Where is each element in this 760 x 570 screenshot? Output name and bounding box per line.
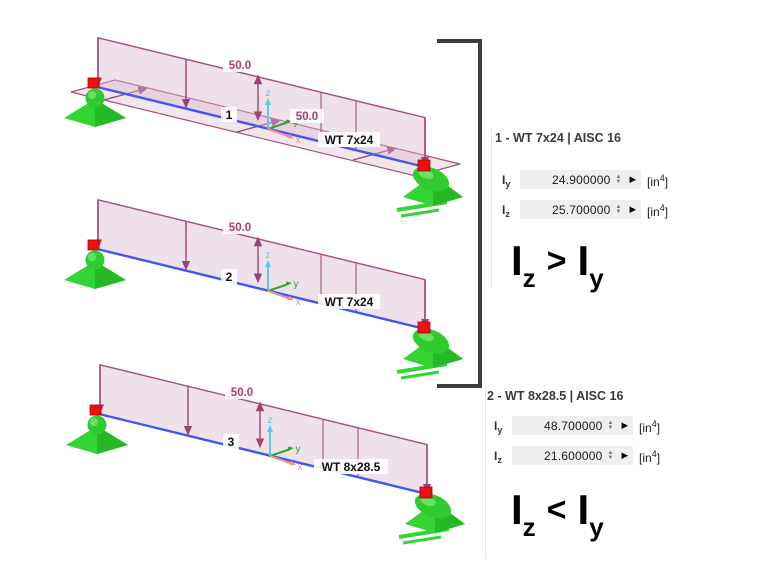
panel-2-edge <box>485 387 486 559</box>
spin-up-icon[interactable]: ▲ <box>615 173 622 180</box>
iz-value-field[interactable]: 25.700000 ▲ ▼ ▶ <box>520 200 641 219</box>
roller-support <box>396 159 463 218</box>
support-node <box>87 77 100 89</box>
detail-arrow-icon[interactable]: ▶ <box>621 420 628 430</box>
axis-z-label: z <box>266 88 271 99</box>
support-node <box>417 159 431 172</box>
inertia-comparison-2: Iz < Iy <box>511 486 604 542</box>
iy-unit: [in4] <box>647 173 669 189</box>
spinner[interactable]: ▲ ▼ <box>607 449 614 461</box>
axis-triad: z y x <box>265 250 301 308</box>
hinged-support <box>66 404 128 454</box>
spin-up-icon[interactable]: ▲ <box>607 449 614 456</box>
spin-down-icon[interactable]: ▼ <box>607 424 614 431</box>
support-node <box>417 321 431 334</box>
spin-up-icon[interactable]: ▲ <box>615 203 622 210</box>
section-label: WT 7x24 <box>325 133 374 147</box>
detail-arrow-icon[interactable]: ▶ <box>629 204 636 214</box>
vertical-load-value: 50.0 <box>231 387 253 399</box>
iz-unit: [in4] <box>647 203 669 219</box>
spin-down-icon[interactable]: ▼ <box>607 454 614 461</box>
member-number: 1 <box>226 108 233 122</box>
beam-2-view[interactable]: z y x 50.0 2 WT 7x24 <box>36 178 506 390</box>
axis-triad: z y x <box>267 415 303 473</box>
axis-z-label: z <box>266 250 271 261</box>
inertia-comparison-1: Iz > Iy <box>511 237 604 293</box>
support-node <box>87 239 100 251</box>
hinged-support <box>64 239 126 289</box>
iy-unit: [in4] <box>639 419 661 435</box>
beam-member-line[interactable] <box>94 411 428 496</box>
spin-down-icon[interactable]: ▼ <box>615 208 622 215</box>
member-number: 3 <box>228 435 235 449</box>
iz-value-field[interactable]: 21.600000 ▲ ▼ ▶ <box>512 446 633 465</box>
iy-label: Iy <box>494 419 503 435</box>
beam-member-line[interactable] <box>92 84 426 169</box>
roller-support <box>398 486 465 545</box>
vertical-load-value: 50.0 <box>229 222 251 234</box>
vertical-load-area <box>99 363 428 495</box>
axis-y-label: y <box>294 279 299 290</box>
detail-arrow-icon[interactable]: ▶ <box>629 174 636 184</box>
spin-down-icon[interactable]: ▼ <box>615 178 622 185</box>
support-node <box>89 404 102 416</box>
beam-1-view[interactable]: z y x 50.0 50.0 1 WT 7x24 <box>36 16 506 228</box>
axis-x-label: x <box>296 135 301 146</box>
member-number: 2 <box>226 270 233 284</box>
section-label: WT 7x24 <box>325 295 374 309</box>
hinged-support <box>64 77 126 127</box>
beam-3-view[interactable]: z y x 50.0 3 WT 8x28.5 <box>38 343 508 555</box>
iz-label: Iz <box>502 203 510 219</box>
axis-x-label: x <box>296 297 301 308</box>
spinner[interactable]: ▲ ▼ <box>607 419 614 431</box>
axis-y-label: y <box>296 444 301 455</box>
axis-x-label: x <box>298 462 303 473</box>
axis-z-label: z <box>268 415 273 426</box>
iy-label: Iy <box>502 173 511 189</box>
spinner[interactable]: ▲ ▼ <box>615 173 622 185</box>
iy-value-field[interactable]: 48.700000 ▲ ▼ ▶ <box>512 416 633 435</box>
iz-value[interactable]: 25.700000 <box>551 202 611 217</box>
detail-arrow-icon[interactable]: ▶ <box>621 450 628 460</box>
section-2-title: 2 - WT 8x28.5 | AISC 16 <box>487 389 624 403</box>
vertical-load-area <box>97 198 426 330</box>
section-label: WT 8x28.5 <box>322 460 381 474</box>
roller-support <box>396 321 463 380</box>
panel-1-edge <box>491 128 492 288</box>
support-node <box>419 486 433 499</box>
spinner[interactable]: ▲ ▼ <box>615 203 622 215</box>
iz-label: Iz <box>494 449 502 465</box>
section-1-title: 1 - WT 7x24 | AISC 16 <box>495 131 621 145</box>
iz-unit: [in4] <box>639 449 661 465</box>
group-bracket <box>437 39 482 388</box>
beam-member-line[interactable] <box>92 246 426 331</box>
iy-value-field[interactable]: 24.900000 ▲ ▼ ▶ <box>520 170 641 189</box>
vertical-load-value: 50.0 <box>229 60 251 72</box>
lateral-load-value: 50.0 <box>296 111 318 123</box>
iz-value[interactable]: 21.600000 <box>543 448 603 463</box>
iy-value[interactable]: 48.700000 <box>543 418 603 433</box>
iy-value[interactable]: 24.900000 <box>551 172 611 187</box>
spin-up-icon[interactable]: ▲ <box>607 419 614 426</box>
